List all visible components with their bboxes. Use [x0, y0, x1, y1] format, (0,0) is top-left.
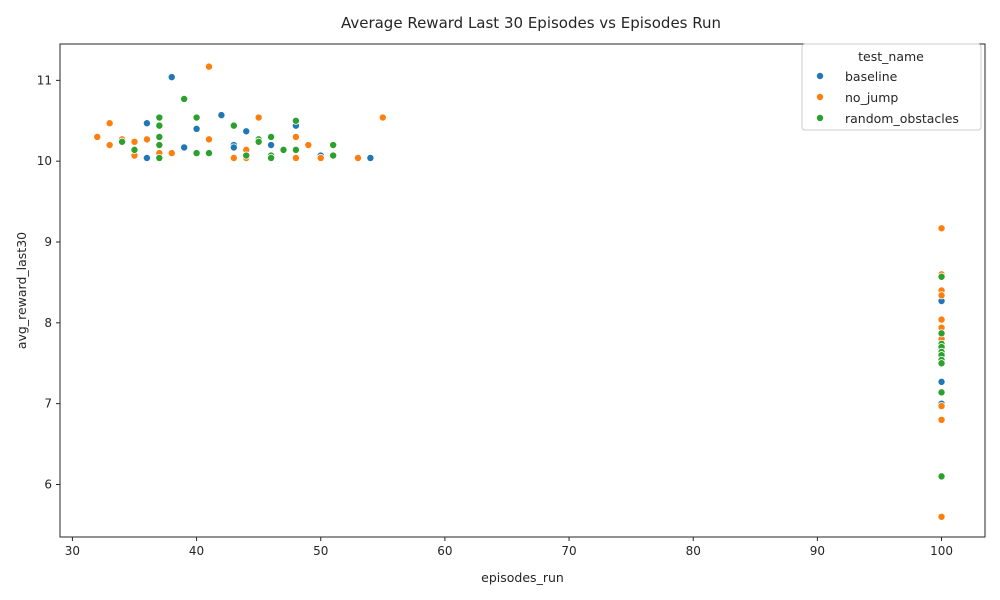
data-point-random_obstacles [192, 113, 201, 122]
y-axis-label: avg_reward_last30 [14, 232, 29, 349]
x-axis-ticks: 30 40 50 60 70 80 90 100 [65, 537, 953, 558]
y-tick-label: 6 [44, 477, 52, 491]
y-tick-label: 7 [44, 397, 52, 411]
data-point-random_obstacles [130, 145, 139, 154]
data-point-random_obstacles [180, 94, 189, 103]
data-point-random_obstacles [155, 141, 164, 150]
legend-entries: baseline no_jump random_obstacles [816, 69, 959, 126]
data-point-baseline [242, 127, 251, 136]
x-tick-label: 60 [437, 544, 452, 558]
data-point-no_jump [937, 291, 946, 300]
data-point-no_jump [291, 153, 300, 162]
x-axis-label: episodes_run [481, 570, 564, 585]
data-point-baseline [180, 143, 189, 152]
data-point-no_jump [167, 149, 176, 158]
data-point-no_jump [105, 119, 114, 128]
data-point-random_obstacles [192, 149, 201, 158]
y-tick-label: 11 [37, 73, 52, 87]
data-point-no_jump [105, 141, 114, 150]
x-tick-label: 30 [65, 544, 80, 558]
data-point-baseline [142, 153, 151, 162]
data-point-random_obstacles [242, 151, 251, 160]
legend-marker-baseline [816, 72, 825, 81]
y-tick-label: 10 [37, 154, 52, 168]
data-point-random_obstacles [937, 472, 946, 481]
data-point-no_jump [353, 153, 362, 162]
data-point-no_jump [142, 135, 151, 144]
legend: test_name baseline no_jump random_obstacle… [801, 43, 982, 131]
data-point-no_jump [204, 62, 213, 71]
data-point-random_obstacles [254, 137, 263, 146]
data-point-random_obstacles [267, 153, 276, 162]
data-point-no_jump [204, 135, 213, 144]
series-baseline [142, 73, 946, 408]
data-point-no_jump [304, 141, 313, 150]
data-point-no_jump [937, 315, 946, 324]
x-tick-label: 100 [930, 544, 953, 558]
data-point-baseline [267, 141, 276, 150]
data-point-baseline [217, 111, 226, 120]
data-point-random_obstacles [937, 388, 946, 397]
data-point-no_jump [937, 224, 946, 233]
data-point-random_obstacles [118, 137, 127, 146]
data-point-baseline [366, 153, 375, 162]
data-point-random_obstacles [267, 132, 276, 141]
data-point-no_jump [254, 113, 263, 122]
data-point-no_jump [316, 153, 325, 162]
data-point-no_jump [937, 402, 946, 411]
data-point-random_obstacles [155, 113, 164, 122]
data-point-random_obstacles [329, 151, 338, 160]
data-point-baseline [142, 119, 151, 128]
data-point-random_obstacles [155, 132, 164, 141]
data-point-no_jump [229, 153, 238, 162]
data-points [93, 62, 946, 521]
x-tick-label: 90 [810, 544, 825, 558]
legend-marker-random_obstacles [816, 114, 825, 123]
data-point-no_jump [130, 137, 139, 146]
legend-title: test_name [858, 49, 924, 64]
data-point-random_obstacles [329, 141, 338, 150]
data-point-random_obstacles [291, 116, 300, 125]
y-axis-ticks: 6 7 8 9 10 11 [37, 73, 60, 491]
data-point-no_jump [378, 113, 387, 122]
data-point-random_obstacles [937, 272, 946, 281]
legend-marker-no_jump [816, 93, 825, 102]
legend-label-random_obstacles: random_obstacles [845, 111, 959, 126]
x-tick-label: 70 [561, 544, 576, 558]
data-point-random_obstacles [204, 149, 213, 158]
legend-box [801, 43, 982, 131]
data-point-random_obstacles [279, 145, 288, 154]
data-point-baseline [937, 377, 946, 386]
data-point-random_obstacles [291, 145, 300, 154]
data-point-random_obstacles [155, 153, 164, 162]
data-point-no_jump [937, 512, 946, 521]
x-tick-label: 80 [686, 544, 701, 558]
chart-title: Average Reward Last 30 Episodes vs Episo… [341, 14, 721, 32]
legend-label-baseline: baseline [845, 69, 898, 84]
data-point-no_jump [937, 415, 946, 424]
data-point-random_obstacles [155, 121, 164, 130]
data-point-random_obstacles [937, 359, 946, 368]
data-point-no_jump [291, 132, 300, 141]
y-tick-label: 8 [44, 316, 52, 330]
data-point-no_jump [93, 132, 102, 141]
data-point-baseline [229, 143, 238, 152]
data-point-baseline [192, 124, 201, 133]
x-tick-label: 40 [189, 544, 204, 558]
series-random_obstacles [118, 94, 946, 481]
data-point-random_obstacles [229, 121, 238, 130]
legend-label-no_jump: no_jump [845, 90, 898, 105]
data-point-random_obstacles [937, 329, 946, 338]
y-tick-label: 9 [44, 235, 52, 249]
data-point-baseline [167, 73, 176, 82]
x-tick-label: 50 [313, 544, 328, 558]
